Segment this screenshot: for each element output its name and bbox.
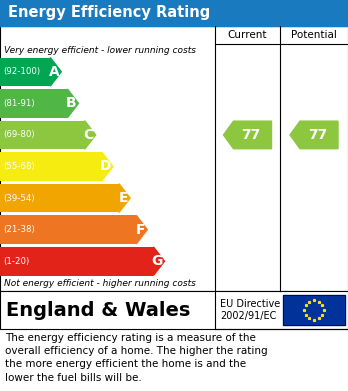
Bar (0, 247, 153, 276)
Polygon shape (102, 152, 113, 181)
Text: F: F (136, 222, 145, 237)
Bar (0, 26, 348, 291)
Bar (0, 89, 68, 118)
Bar (0, 291, 348, 329)
Text: A: A (48, 65, 59, 79)
Polygon shape (290, 121, 338, 149)
Bar (0, 121, 85, 149)
Text: G: G (151, 254, 163, 268)
Text: D: D (100, 160, 111, 174)
Polygon shape (153, 247, 165, 276)
Text: 77: 77 (308, 128, 327, 142)
Bar (0, 152, 102, 181)
Text: (21-38): (21-38) (3, 225, 35, 234)
Text: B: B (66, 96, 77, 110)
Text: (39-54): (39-54) (3, 194, 34, 203)
Polygon shape (85, 121, 96, 149)
Text: (81-91): (81-91) (3, 99, 34, 108)
Text: 77: 77 (241, 128, 260, 142)
Text: Not energy efficient - higher running costs: Not energy efficient - higher running co… (4, 279, 196, 288)
Text: (1-20): (1-20) (3, 257, 29, 266)
Bar (283, 295, 345, 325)
Text: England & Wales: England & Wales (6, 301, 190, 319)
Polygon shape (136, 215, 147, 244)
Text: Current: Current (228, 30, 267, 40)
Text: Energy Efficiency Rating: Energy Efficiency Rating (8, 5, 210, 20)
Text: The energy efficiency rating is a measure of the
overall efficiency of a home. T: The energy efficiency rating is a measur… (5, 333, 268, 383)
Polygon shape (119, 184, 130, 212)
Bar (0, 184, 119, 212)
Text: (92-100): (92-100) (3, 67, 40, 76)
Polygon shape (223, 121, 271, 149)
Polygon shape (68, 89, 79, 118)
Text: EU Directive
2002/91/EC: EU Directive 2002/91/EC (220, 299, 280, 321)
Text: Very energy efficient - lower running costs: Very energy efficient - lower running co… (4, 46, 196, 55)
Bar (283, 295, 345, 325)
Text: Potential: Potential (291, 30, 337, 40)
Bar (0, 215, 136, 244)
Text: (55-68): (55-68) (3, 162, 35, 171)
Text: (69-80): (69-80) (3, 131, 34, 140)
Bar (0, 57, 50, 86)
Bar (0, 0, 348, 26)
Polygon shape (50, 57, 61, 86)
Text: C: C (84, 128, 94, 142)
Text: E: E (119, 191, 128, 205)
